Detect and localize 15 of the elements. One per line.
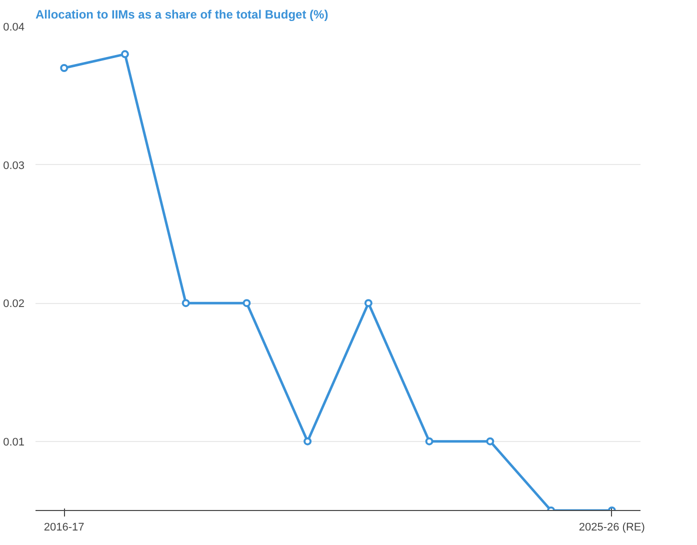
point — [242, 299, 251, 308]
point — [304, 437, 312, 446]
point — [364, 299, 372, 308]
y-tick-label: 0.01 — [3, 436, 25, 448]
point — [425, 437, 434, 446]
point — [182, 299, 190, 308]
chart-title: Allocation to IIMs as a share of the total Budget (%) — [36, 8, 328, 22]
y-tick-label: 0.03 — [3, 160, 25, 172]
point — [120, 50, 129, 58]
x-tick-label: 2016-17 — [44, 522, 84, 534]
x-tick-label: 2025-26 (RE) — [578, 522, 645, 534]
point — [486, 437, 494, 446]
y-tick-label: 0.02 — [3, 298, 25, 310]
y-tick-label: 0.04 — [3, 22, 25, 34]
point — [60, 64, 68, 72]
